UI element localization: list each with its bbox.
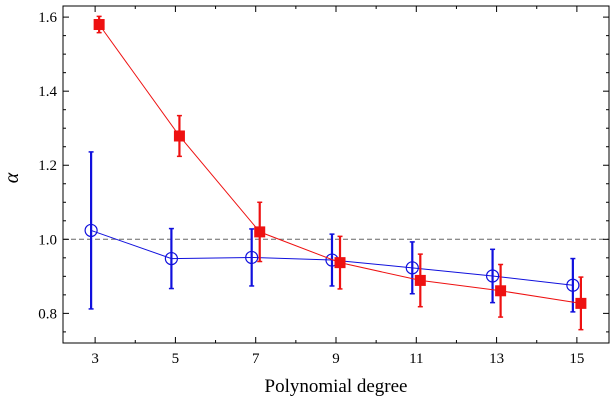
x-tick-label: 5 xyxy=(172,351,180,367)
data-point xyxy=(495,285,507,297)
x-tick-label: 15 xyxy=(569,351,584,367)
y-tick-label: 1.4 xyxy=(38,84,57,100)
x-tick-label: 13 xyxy=(489,351,504,367)
data-point xyxy=(334,257,346,269)
x-tick-label: 7 xyxy=(252,351,260,367)
data-point xyxy=(566,278,580,292)
x-tick-label: 11 xyxy=(409,351,423,367)
data-point xyxy=(485,269,500,283)
data-point xyxy=(93,19,105,31)
data-point xyxy=(173,130,185,142)
plot-frame xyxy=(62,5,610,344)
data-point xyxy=(405,261,419,275)
y-tick-label: 1.6 xyxy=(38,10,57,26)
series-2 xyxy=(93,15,587,331)
x-tick-label: 3 xyxy=(91,351,99,367)
x-axis-title: Polynomial degree xyxy=(265,376,408,397)
y-tick-label: 1.0 xyxy=(38,232,57,248)
series-layer xyxy=(84,15,587,331)
x-tick-label: 9 xyxy=(332,351,340,367)
data-point xyxy=(254,226,266,238)
y-axis-title: α xyxy=(1,172,23,183)
data-point xyxy=(164,251,178,266)
y-tick-label: 1.2 xyxy=(38,158,57,174)
y-tick-label: 0.8 xyxy=(38,306,57,322)
data-point xyxy=(575,297,587,309)
data-point xyxy=(414,274,426,286)
ticks-layer: 3 5 7 9 11 13 15 0.8 1.0 1.2 1.4 1.6 xyxy=(38,6,609,367)
data-point xyxy=(245,250,259,265)
data-point xyxy=(84,223,98,238)
